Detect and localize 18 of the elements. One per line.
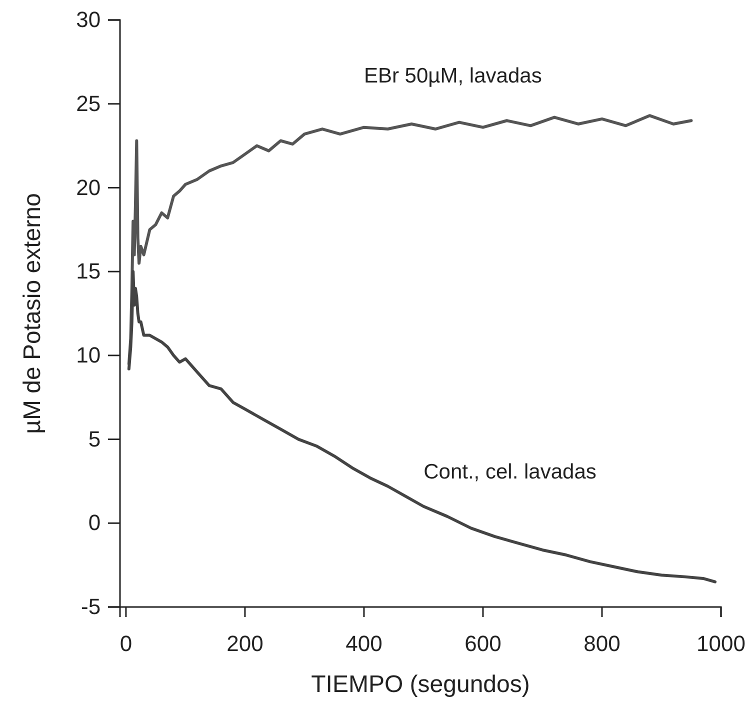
- y-tick-label: 0: [88, 510, 101, 536]
- x-tick-label: 1000: [696, 630, 746, 656]
- x-axis-title: TIEMPO (segundos): [311, 671, 530, 698]
- x-tick-label: 200: [226, 630, 264, 656]
- x-tick-label: 800: [584, 630, 620, 656]
- x-tick-label: 600: [464, 630, 502, 656]
- y-tick-label: 20: [76, 174, 101, 200]
- y-tick-label: 10: [76, 342, 101, 368]
- series-label: EBr 50µM, lavadas: [364, 64, 542, 88]
- y-axis-title: µM de Potasio externo: [19, 193, 46, 434]
- x-tick-label: 400: [346, 630, 382, 656]
- y-tick-label: 25: [76, 90, 101, 116]
- x-tick-label: 0: [120, 630, 132, 656]
- series-label: Cont., cel. lavadas: [424, 460, 596, 484]
- y-tick-label: -5: [81, 594, 101, 620]
- y-tick-label: 5: [88, 426, 101, 452]
- y-tick-label: 15: [76, 258, 101, 284]
- y-tick-label: 30: [76, 7, 101, 32]
